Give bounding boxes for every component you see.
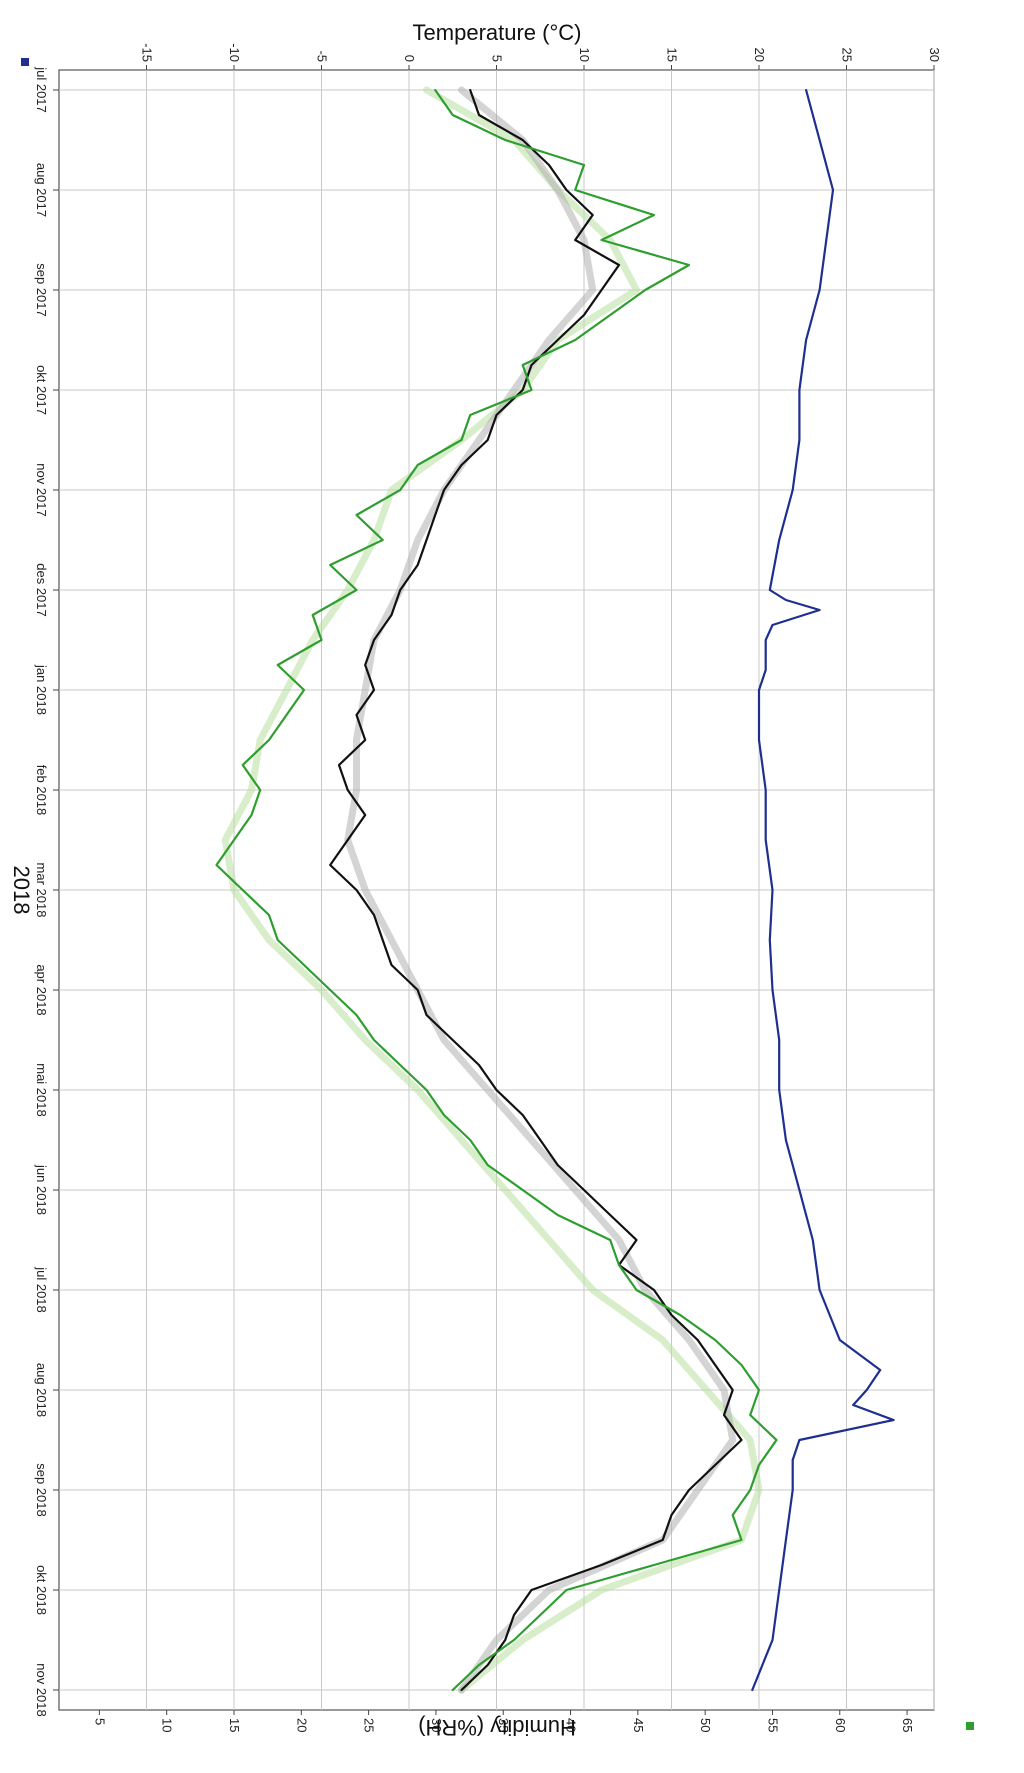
x-tick-label: sep 2017 [34, 263, 49, 317]
y2-tick-label: 10 [160, 1718, 175, 1732]
y2-tick-label: 15 [227, 1718, 242, 1732]
y-tick-label: 0 [402, 55, 417, 62]
x-tick-label: aug 2018 [34, 1363, 49, 1417]
y-tick-label: -5 [315, 50, 330, 62]
y2-tick-label: 40 [564, 1718, 579, 1732]
left-axis-legend-marker [21, 58, 29, 66]
y2-tick-label: 65 [900, 1718, 915, 1732]
x-tick-label: aug 2017 [34, 163, 49, 217]
x-tick-label: jun 2018 [34, 1164, 49, 1215]
x-tick-label: des 2017 [34, 563, 49, 617]
x-tick-label: jul 2017 [34, 66, 49, 113]
y2-tick-label: 30 [429, 1718, 444, 1732]
y-tick-label: 25 [840, 48, 855, 62]
x-axis-ticks: jul 2017 aug 2017 sep 2017 okt 2017 nov 2017… [34, 66, 59, 1717]
line-series [215, 88, 895, 1692]
y-tick-label: -10 [227, 43, 242, 62]
x-tick-label: nov 2018 [34, 1663, 49, 1717]
x-tick-label: jul 2018 [34, 1266, 49, 1313]
x-tick-label: mar 2018 [34, 863, 49, 918]
x-tick-label: nov 2017 [34, 463, 49, 517]
y2-tick-label: 50 [698, 1718, 713, 1732]
x-tick-label: sep 2018 [34, 1463, 49, 1517]
x-tick-label: mai 2018 [34, 1063, 49, 1116]
y-tick-label: 15 [665, 48, 680, 62]
y2-tick-label: 5 [92, 1718, 107, 1725]
y2-tick-label: 55 [765, 1718, 780, 1732]
y-axis-ticks: -15 -10 -5 0 5 10 15 20 25 30 [140, 43, 942, 70]
right-axis-legend-marker [966, 1722, 974, 1730]
x-axis-label: 2018 [9, 866, 34, 915]
y-tick-label: 10 [577, 48, 592, 62]
y-axis-label: Temperature (°C) [413, 20, 582, 45]
y2-tick-label: 20 [294, 1718, 309, 1732]
y2-axis-ticks: 5 10 15 20 25 30 35 40 45 50 55 60 65 [92, 1710, 915, 1732]
x-tick-label: okt 2018 [34, 1565, 49, 1615]
y2-tick-label: 25 [362, 1718, 377, 1732]
y2-tick-label: 60 [833, 1718, 848, 1732]
y-tick-label: 30 [927, 48, 942, 62]
y2-axis-label: Humidity (%RH) [418, 1715, 576, 1740]
x-tick-label: jan 2018 [34, 664, 49, 715]
series-line-3 [221, 86, 763, 1694]
series-line-2 [215, 88, 778, 1692]
y-tick-label: 5 [490, 55, 505, 62]
y-tick-label: 20 [752, 48, 767, 62]
y-tick-label: -15 [140, 43, 155, 62]
x-tick-label: feb 2018 [34, 765, 49, 816]
x-tick-label: apr 2018 [34, 964, 49, 1015]
series-line-0 [751, 88, 895, 1692]
x-tick-label: okt 2017 [34, 365, 49, 415]
y2-tick-label: 45 [631, 1718, 646, 1732]
y2-tick-label: 35 [496, 1718, 511, 1732]
